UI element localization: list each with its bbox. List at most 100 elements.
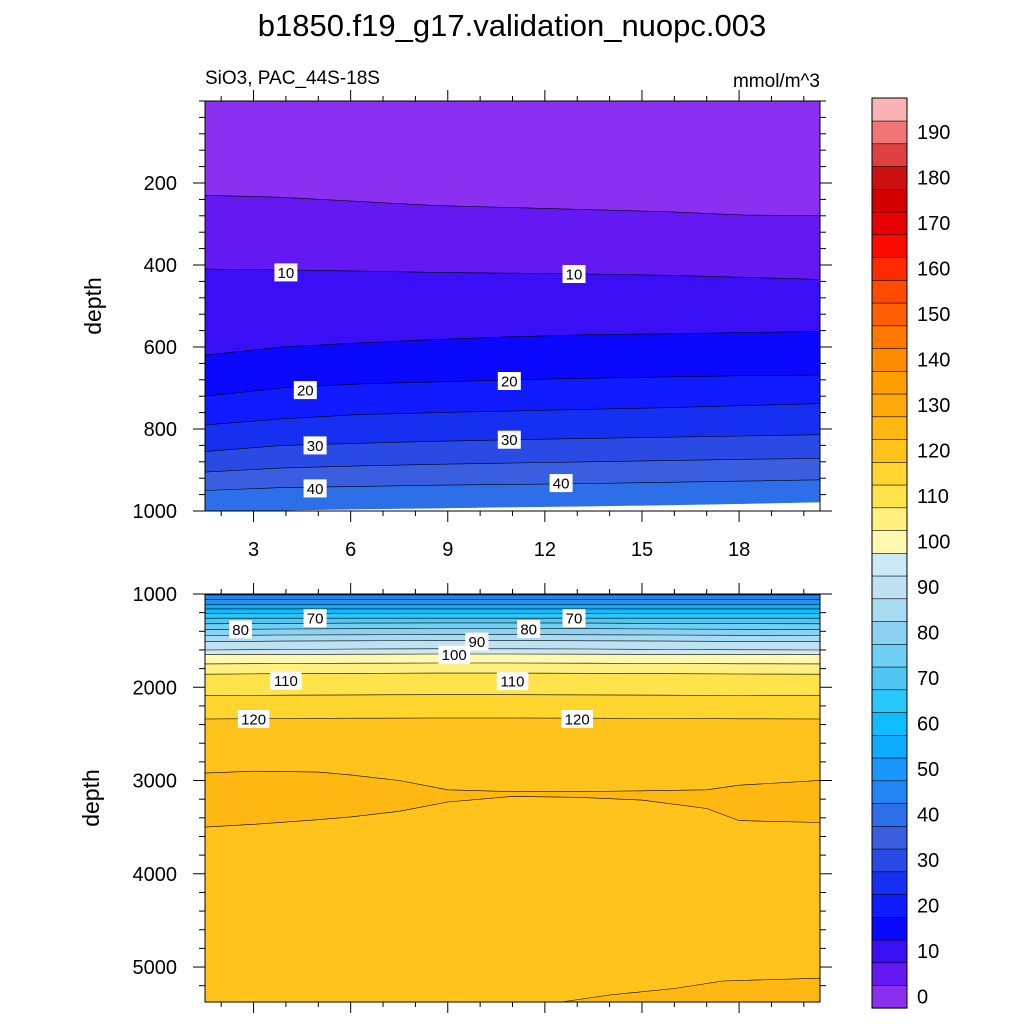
colorbar-swatch — [871, 234, 908, 258]
contour-label-box — [270, 671, 302, 690]
contour-label: 90 — [469, 634, 486, 651]
contour-line — [204, 648, 821, 651]
y-tick-label: 600 — [144, 337, 177, 359]
x-tick-label: 9 — [442, 539, 453, 561]
colorbar-swatch — [871, 939, 908, 964]
colorbar-swatch — [871, 620, 908, 645]
contour-label-box — [497, 430, 521, 449]
colorbar-swatch — [871, 893, 908, 918]
lower-contour-fills — [204, 593, 821, 1003]
y-tick-label: 1000 — [133, 584, 178, 606]
y-tick-label: 800 — [144, 419, 177, 441]
figure-title: b1850.f19_g17.validation_nuopc.003 — [258, 8, 767, 43]
colorbar-label: 160 — [917, 259, 950, 281]
colorbar-swatch — [871, 143, 908, 167]
contour-label-box — [561, 710, 593, 728]
colorbar-label: 150 — [917, 304, 950, 326]
contour-label-box — [549, 474, 573, 493]
colorbar-swatch — [871, 711, 908, 736]
colorbar-swatch — [871, 97, 908, 122]
contour-line — [204, 640, 821, 642]
colorbar-swatch — [871, 666, 908, 691]
colorbar-label: 50 — [917, 759, 939, 781]
contour-line — [204, 331, 821, 356]
contour-label-box — [438, 645, 470, 664]
contour-line — [204, 694, 821, 697]
contour-band — [204, 594, 821, 600]
colorbar-swatch — [871, 643, 908, 668]
contour-label-box — [465, 632, 489, 651]
colorbar-swatch — [871, 757, 908, 782]
contour-label-box — [562, 609, 586, 628]
colorbar-label: 20 — [917, 896, 939, 918]
x-tick-label: 18 — [728, 539, 750, 561]
lower-axis-ticks: 1000 2000 3000 4000 5000 — [133, 583, 832, 1013]
colorbar-label: 30 — [917, 850, 939, 872]
x-tick-label: 15 — [631, 539, 653, 561]
contour-line — [204, 662, 821, 665]
contour-label: 30 — [501, 432, 518, 449]
contour-line — [204, 634, 821, 636]
colorbar-swatch — [871, 211, 908, 236]
contour-band — [204, 694, 821, 720]
contour-label-box — [497, 372, 521, 390]
colorbar-swatch — [871, 507, 908, 531]
colorbar-swatch — [871, 416, 908, 440]
colorbar-swatch — [871, 302, 908, 327]
contour-label: 120 — [241, 712, 266, 729]
contour-label-box — [562, 265, 586, 283]
contour-label-box — [274, 263, 298, 282]
colorbar-label: 0 — [917, 987, 928, 1009]
colorbar: 0 10 20 30 40 50 60 70 80 90 100 110 120 130 140 150 160… — [871, 97, 950, 1009]
contour-label-box — [237, 710, 270, 728]
contour-label-box — [517, 620, 541, 638]
y-tick-label: 2000 — [133, 677, 178, 699]
contour-line — [204, 458, 821, 473]
y-tick-label: 1000 — [133, 501, 178, 523]
upper-panel: 10 10 20 20 30 30 40 40 3 6 9 12 15 18 200 400 600 800 10… — [80, 90, 832, 561]
contour-label: 20 — [501, 374, 518, 391]
contour-label: 10 — [566, 267, 583, 284]
colorbar-swatch — [871, 188, 908, 213]
contour-label-box — [496, 672, 529, 691]
contour-label: 30 — [307, 438, 324, 455]
contour-label: 70 — [307, 611, 324, 628]
colorbar-swatch — [871, 802, 908, 827]
contour-line — [204, 653, 820, 655]
y-tick-label: 400 — [144, 255, 177, 277]
contour-line — [204, 268, 821, 280]
contour-band — [204, 613, 821, 619]
contour-band — [204, 717, 821, 1003]
colorbar-swatch — [871, 962, 908, 986]
colorbar-label: 40 — [917, 805, 939, 827]
contour-line — [204, 628, 821, 630]
contour-label: 80 — [520, 622, 537, 639]
contour-label: 80 — [232, 622, 249, 639]
lower-y-axis-label: depth — [78, 769, 104, 827]
colorbar-swatch — [871, 598, 908, 622]
contour-line — [204, 195, 821, 217]
contour-label: 110 — [274, 673, 298, 690]
upper-contour-fills — [204, 100, 821, 512]
x-tick-label: 6 — [345, 539, 356, 561]
upper-y-axis-label: depth — [80, 277, 106, 335]
contour-label-box — [303, 436, 327, 455]
contour-label: 40 — [553, 476, 570, 493]
contour-label-box — [293, 381, 317, 400]
contour-line — [204, 717, 821, 720]
colorbar-swatch — [871, 552, 908, 577]
x-tick-label: 3 — [248, 539, 259, 561]
colorbar-swatch — [871, 120, 908, 145]
colorbar-swatch — [871, 575, 908, 600]
y-tick-label: 4000 — [133, 864, 178, 886]
colorbar-swatch — [871, 825, 908, 850]
colorbar-label: 100 — [917, 532, 950, 554]
contour-label-box — [229, 620, 253, 639]
colorbar-swatch — [871, 984, 908, 1009]
colorbar-swatch — [871, 393, 908, 418]
upper-contour-labels: 10 10 20 20 30 30 40 40 — [274, 263, 586, 498]
colorbar-swatch — [871, 734, 908, 759]
